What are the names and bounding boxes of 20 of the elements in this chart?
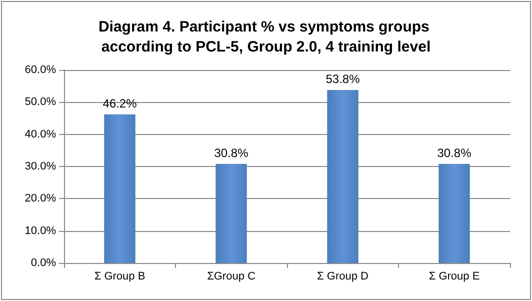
data-label: 46.2%: [102, 96, 138, 110]
y-tick-label: 50.0%: [24, 96, 56, 108]
x-tick-label: Σ Group E: [428, 270, 480, 282]
bar: [216, 164, 247, 263]
y-tick-label: 10.0%: [24, 224, 56, 237]
y-tick-label: 20.0%: [24, 192, 56, 205]
data-label: 53.8%: [326, 72, 360, 86]
x-tick-label: Σ Group B: [94, 270, 146, 282]
y-tick-label: 30.0%: [24, 160, 56, 172]
bar: [104, 114, 136, 263]
data-label: 30.8%: [437, 146, 472, 160]
bar: [438, 164, 470, 263]
y-tick-label: 0.0%: [30, 257, 56, 269]
y-tick-label: 40.0%: [24, 128, 56, 140]
x-tick-label: ΣGroup C: [207, 270, 256, 282]
bar: [327, 90, 358, 263]
y-tick-label: 60.0%: [24, 64, 56, 76]
x-tick-label: Σ Group D: [317, 270, 369, 282]
data-label: 30.8%: [214, 146, 249, 160]
chart-title: Diagram 4. Participant % vs symptoms groups according to PCL-5, Group 2.0, 4 training level: [98, 18, 434, 56]
